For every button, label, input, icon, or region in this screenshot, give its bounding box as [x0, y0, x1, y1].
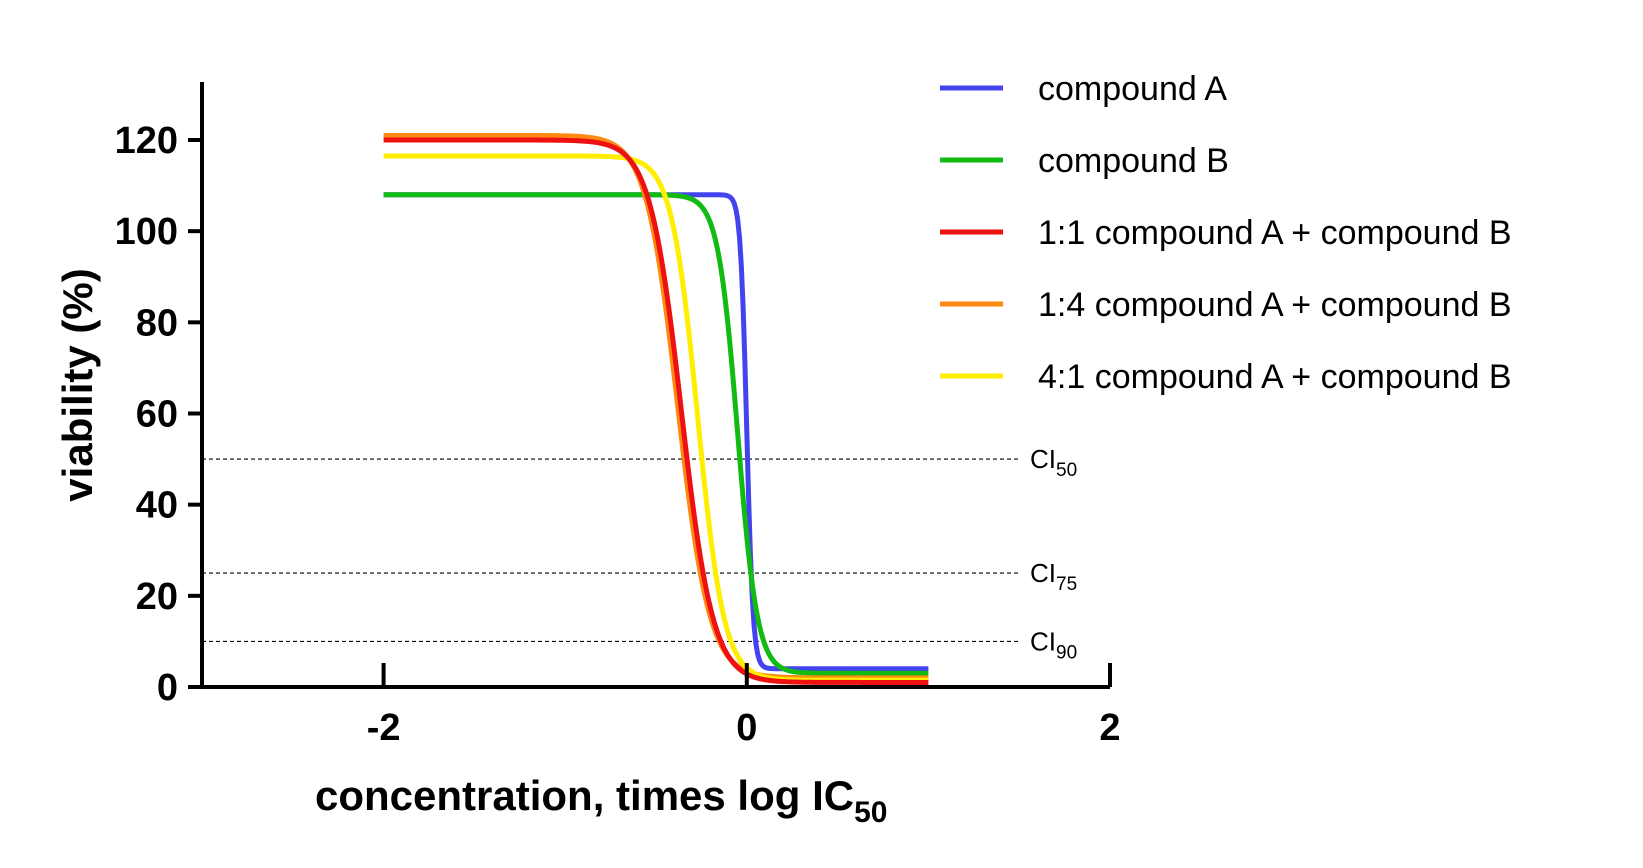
curves	[382, 132, 930, 685]
x-tick-label: 0	[736, 707, 757, 749]
x-axis-title-subscript: 50	[854, 796, 887, 829]
legend-label: compound B	[1038, 142, 1229, 180]
x-tick-label: 2	[1099, 707, 1120, 749]
x-tick-label: -2	[367, 707, 401, 749]
reference-label: CI90	[1030, 626, 1077, 663]
y-tick-label: 20	[136, 576, 178, 618]
axes	[200, 82, 1110, 689]
legend-label: 1:1 compound A + compound B	[1038, 214, 1512, 252]
reference-label: CI75	[1030, 558, 1077, 595]
y-tick-label: 0	[157, 667, 178, 709]
series-curve	[382, 192, 930, 672]
y-tick-label: 40	[136, 485, 178, 527]
reference-lines: CI50 CI75 CI90	[202, 444, 1077, 663]
legend: compound A compound B 1:1 compound A + com…	[940, 70, 1512, 396]
y-tick-label: 60	[136, 394, 178, 436]
x-ticks: -2 0 2	[367, 663, 1121, 749]
y-tick-label: 100	[115, 211, 178, 253]
series-curve	[382, 132, 930, 681]
reference-label: CI50	[1030, 444, 1077, 481]
y-tick-label: 80	[136, 302, 178, 344]
y-ticks: 0 20 40 60 80 100 120	[115, 120, 202, 709]
y-tick-label: 120	[115, 120, 178, 162]
legend-label: 4:1 compound A + compound B	[1038, 358, 1512, 396]
series-curve	[382, 192, 930, 676]
x-axis-title: concentration, times log IC50	[315, 772, 887, 829]
y-axis-title: viability (%)	[54, 268, 101, 501]
series-curve	[382, 137, 930, 685]
legend-label: compound A	[1038, 70, 1227, 108]
legend-label: 1:4 compound A + compound B	[1038, 286, 1512, 324]
